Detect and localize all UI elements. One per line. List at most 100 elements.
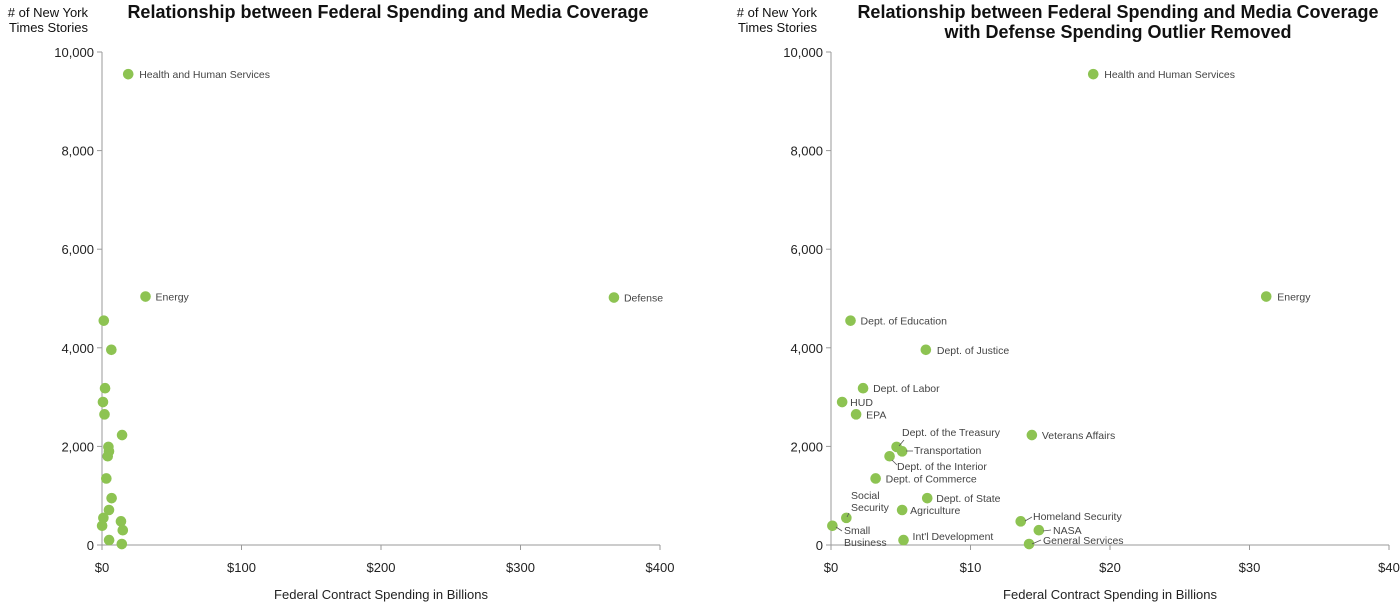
right-data-point (1087, 68, 1099, 80)
right-point-label: Dept. of Justice (937, 345, 1010, 357)
right-leader-line (1024, 516, 1033, 522)
left-data-point (98, 512, 109, 524)
right-point-label: Dept. of Commerce (886, 473, 977, 485)
right-point-label-line: Security (851, 502, 890, 514)
right-point-label: Health and Human Services (1104, 69, 1235, 81)
left-point-label: Health and Human Services (139, 69, 270, 81)
left-point-label: Energy (156, 292, 190, 304)
left-data-point (96, 520, 108, 532)
left-data-point (122, 68, 134, 80)
left-data-point (608, 292, 620, 303)
right-leader-line (846, 512, 850, 518)
right-point-label: Social Security (851, 490, 890, 514)
right-point-label: NASA (1053, 525, 1082, 537)
left-data-point (140, 291, 151, 302)
right-data-point (857, 382, 869, 394)
right-x-tick-label: $30 (1239, 560, 1261, 575)
left-data-point (115, 516, 127, 527)
right-leader-line (1031, 539, 1042, 545)
left-data-point (106, 344, 117, 356)
left-data-point (97, 396, 109, 408)
right-data-point (841, 512, 852, 524)
left-x-tick-label: $300 (506, 560, 535, 575)
left-data-point (117, 524, 129, 536)
left-y-tick-label: 2,000 (61, 439, 94, 454)
right-point-label-line: Small (844, 525, 870, 537)
left-y-axis-label: # of New York (8, 5, 89, 20)
left-data-point (116, 538, 128, 550)
right-x-tick-label: $40 (1378, 560, 1400, 575)
right-point-label: General Services (1043, 535, 1124, 547)
right-data-point (870, 473, 881, 484)
left-data-point (103, 504, 115, 516)
right-y-axis-label: # of New York (737, 5, 818, 20)
right-data-point (920, 344, 932, 356)
left-y-tick-label: 4,000 (61, 341, 94, 356)
right-y-tick-label: 6,000 (790, 242, 823, 257)
right-data-point (1023, 538, 1035, 550)
right-point-label-line: Social (851, 490, 880, 502)
right-point-label: Veterans Affairs (1042, 430, 1115, 442)
left-y-tick-label: 8,000 (61, 144, 94, 159)
left-x-tick-label: $0 (95, 560, 109, 575)
right-y-tick-label: 8,000 (790, 144, 823, 159)
left-y-tick-label: 0 (87, 538, 94, 553)
right-data-point (898, 534, 909, 546)
right-data-point (1033, 524, 1045, 536)
right-x-tick-label: $20 (1099, 560, 1121, 575)
right-data-point (1015, 516, 1027, 527)
right-data-point (850, 409, 862, 420)
right-y-tick-label: 2,000 (790, 439, 823, 454)
right-data-point (845, 315, 856, 326)
right-leader-line (891, 459, 898, 466)
right-point-label: Small Business (844, 525, 887, 549)
chart-left-svg: Relationship between Federal Spending an… (8, 2, 675, 602)
left-x-tick-label: $200 (367, 560, 396, 575)
right-point-label: Homeland Security (1033, 511, 1122, 523)
left-x-tick-label: $100 (227, 560, 256, 575)
scatter-chart-all-agencies: Relationship between Federal Spending an… (0, 0, 700, 605)
right-leader-line (835, 526, 843, 532)
right-y-tick-label: 4,000 (790, 341, 823, 356)
right-y-tick-label: 10,000 (783, 45, 823, 60)
right-point-label: Int'l Development (913, 531, 994, 543)
right-point-label: Dept. of Education (861, 316, 948, 328)
right-point-label: Dept. of the Interior (897, 461, 987, 473)
left-data-point (102, 450, 114, 462)
left-x-tick-label: $400 (646, 560, 675, 575)
right-title-line: Relationship between Federal Spending an… (857, 2, 1378, 22)
left-point-label: Defense (624, 293, 663, 305)
left-data-point (101, 473, 112, 484)
left-data-point (106, 492, 117, 504)
left-y-tick-label: 10,000 (54, 45, 94, 60)
right-data-point (896, 446, 908, 457)
left-y-axis-label: Times Stories (9, 20, 88, 35)
right-title-line: with Defense Spending Outlier Removed (943, 22, 1291, 42)
right-point-label: Dept. of the Treasury (902, 427, 1001, 439)
right-data-point (1260, 291, 1272, 302)
right-data-point (827, 520, 838, 532)
right-leader-line (898, 439, 905, 447)
right-x-tick-label: $10 (960, 560, 982, 575)
left-title-line: Relationship between Federal Spending an… (127, 2, 648, 22)
right-leader-line (1042, 529, 1052, 532)
left-y-tick-label: 6,000 (61, 242, 94, 257)
left-data-point (98, 315, 110, 326)
right-data-point (896, 504, 908, 516)
right-point-label: EPA (866, 409, 886, 421)
left-data-point (116, 429, 128, 441)
right-x-tick-label: $0 (824, 560, 838, 575)
chart-right-svg: Relationship between Federal Spending an… (737, 2, 1400, 602)
right-y-tick-label: 0 (816, 538, 823, 553)
right-point-label: Transportation (914, 445, 981, 457)
right-data-point (921, 492, 933, 504)
right-y-axis-label: Times Stories (738, 20, 817, 35)
right-data-point (1026, 429, 1038, 441)
right-x-axis-label: Federal Contract Spending in Billions (1003, 587, 1217, 602)
right-point-label-line: Business (844, 537, 887, 549)
scatter-chart-defense-removed: Relationship between Federal Spending an… (700, 0, 1400, 605)
left-data-point (99, 382, 111, 394)
right-point-label: Dept. of Labor (873, 383, 940, 395)
right-point-label: Energy (1277, 292, 1311, 304)
right-data-point (836, 396, 848, 408)
